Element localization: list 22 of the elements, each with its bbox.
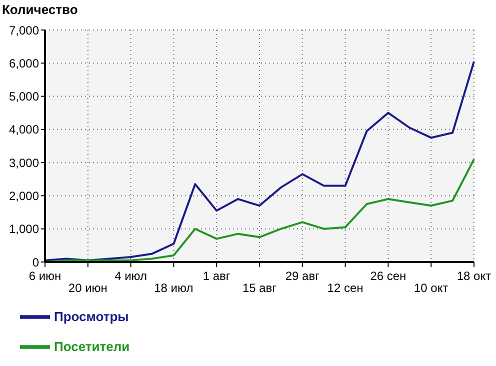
y-tick-label: 0 [32,255,40,270]
x-tick-label: 26 сен [370,269,406,283]
x-tick-label: 18 окт [456,269,492,283]
chart-title: Количество [2,2,78,17]
x-tick-label: 18 июл [154,281,194,295]
y-tick-label: 1,000 [8,222,40,236]
y-tick-label: 4,000 [8,122,40,137]
x-tick-label: 20 июн [68,281,108,295]
x-tick-label: 10 окт [414,281,449,295]
y-tick-label: 5,000 [8,90,40,104]
y-tick-label: 3,000 [8,156,40,170]
x-tick-label: 15 авг [242,281,278,295]
x-tick-label: 1 авг [202,269,231,283]
legend-label: Посетители [54,339,130,354]
x-tick-label: 4 июл [114,269,148,283]
x-tick-label: 12 сен [327,281,364,295]
y-tick-label: 2,000 [8,188,40,203]
y-tick-label: 7,000 [8,23,40,38]
x-tick-label: 6 июн [28,269,62,283]
y-tick-label: 6,000 [8,56,40,70]
x-tick-label: 29 авг [285,269,320,283]
legend-label: Просмотры [54,309,129,324]
